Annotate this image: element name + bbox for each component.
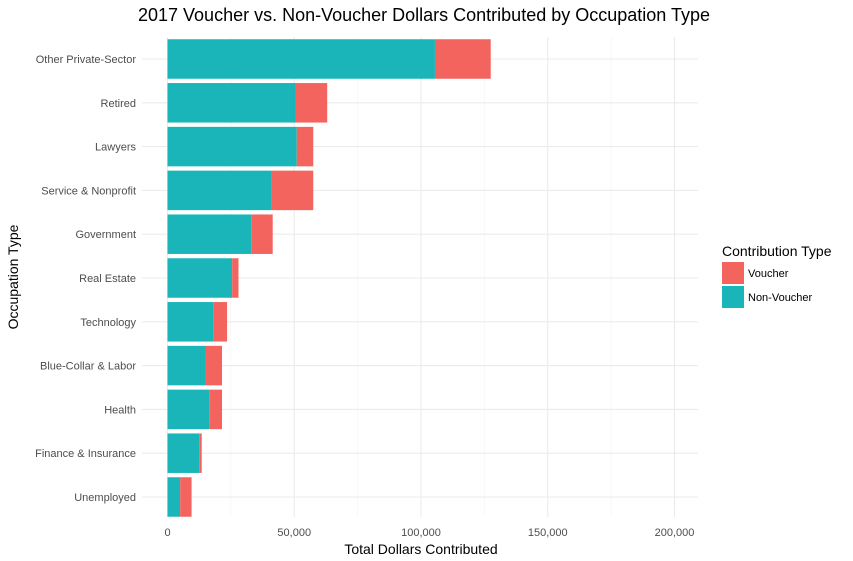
- bar-voucher: [209, 389, 223, 430]
- y-tick-label: Finance & Insurance: [35, 448, 136, 460]
- y-tick-labels: Other Private-Sector Retired Lawyers Servic…: [35, 54, 136, 504]
- bar-non-voucher: [167, 83, 296, 123]
- bar-non-voucher: [167, 126, 297, 167]
- bar-voucher: [296, 126, 314, 167]
- y-tick-label: Technology: [80, 317, 136, 329]
- y-tick-label: Health: [104, 404, 136, 416]
- bar-voucher: [434, 39, 491, 79]
- legend-label: Non-Voucher: [748, 292, 813, 304]
- bar-voucher: [232, 258, 239, 298]
- bar-non-voucher: [167, 214, 252, 254]
- x-tick-label: 50,000: [277, 527, 311, 539]
- bar-non-voucher: [167, 389, 210, 430]
- x-tick-label: 0: [164, 527, 170, 539]
- bar-non-voucher: [167, 477, 181, 517]
- y-axis-title: Occupation Type: [5, 224, 21, 329]
- y-tick-label: Government: [75, 229, 136, 241]
- bar-non-voucher: [167, 39, 435, 79]
- y-tick-label: Blue-Collar & Labor: [40, 361, 136, 373]
- y-tick-label: Unemployed: [74, 492, 136, 504]
- bar-non-voucher: [167, 258, 233, 298]
- legend-swatch: [722, 262, 744, 284]
- x-tick-label: 200,000: [655, 527, 695, 539]
- bar-voucher: [251, 214, 273, 254]
- x-tick-labels: 0 50,000 100,000 150,000 200,000: [164, 527, 694, 539]
- bar-non-voucher: [167, 170, 272, 211]
- x-tick-label: 100,000: [401, 527, 441, 539]
- y-tick-label: Real Estate: [79, 273, 136, 285]
- bar-non-voucher: [167, 345, 206, 386]
- bar-voucher: [180, 477, 192, 517]
- legend-title: Contribution Type: [722, 243, 832, 259]
- bar-voucher: [205, 345, 223, 386]
- bars: [167, 39, 491, 517]
- bar-voucher: [199, 433, 202, 473]
- bar-non-voucher: [167, 433, 200, 473]
- x-axis-title: Total Dollars Contributed: [344, 541, 497, 557]
- bar-voucher: [295, 83, 328, 123]
- y-tick-label: Retired: [101, 98, 136, 110]
- y-tick-label: Other Private-Sector: [36, 54, 137, 66]
- legend-label: Voucher: [748, 268, 789, 280]
- bar-voucher: [271, 170, 314, 211]
- bar-voucher: [213, 302, 228, 342]
- x-tick-label: 150,000: [528, 527, 568, 539]
- bar-non-voucher: [167, 302, 214, 342]
- y-tick-label: Lawyers: [95, 142, 136, 154]
- chart-title: 2017 Voucher vs. Non-Voucher Dollars Con…: [138, 5, 710, 25]
- legend-swatch: [722, 286, 744, 308]
- y-tick-label: Service & Nonprofit: [41, 185, 136, 197]
- legend: Contribution Type Voucher Non-Voucher: [722, 243, 832, 308]
